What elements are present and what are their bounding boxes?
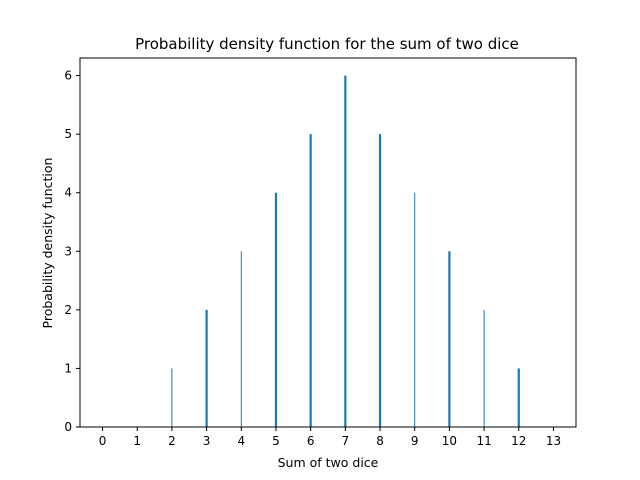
x-axis-ticks: 0 1 2 3 4 5 6 7 8 9 10 11 12 13 <box>99 427 561 448</box>
x-tick-label: 11 <box>476 434 491 448</box>
x-axis-label: Sum of two dice <box>278 455 379 470</box>
bars-group <box>171 75 520 427</box>
plot-frame <box>79 57 577 428</box>
bar-sum-7 <box>344 75 347 427</box>
x-tick-label: 10 <box>442 434 457 448</box>
y-tick-label: 3 <box>64 244 72 258</box>
y-tick-label: 2 <box>64 303 72 317</box>
bar-sum-8 <box>378 134 382 427</box>
bar-sum-5 <box>274 192 278 427</box>
x-tick-label: 0 <box>99 434 107 448</box>
x-tick-label: 13 <box>546 434 561 448</box>
y-tick-label: 6 <box>64 69 72 83</box>
x-tick-label: 5 <box>272 434 280 448</box>
x-tick-label: 1 <box>133 434 141 448</box>
x-tick-label: 6 <box>307 434 315 448</box>
chart-title: Probability density function for the sum… <box>135 35 519 53</box>
x-tick-label: 4 <box>237 434 245 448</box>
y-tick-label: 1 <box>64 361 72 375</box>
bar-sum-2 <box>171 368 173 427</box>
x-tick-label: 9 <box>411 434 419 448</box>
y-axis-label: Probability density function <box>40 158 55 329</box>
y-tick-label: 5 <box>64 127 72 141</box>
bar-sum-4 <box>240 251 242 427</box>
bar-sum-3 <box>205 309 208 427</box>
y-tick-label: 0 <box>64 420 72 434</box>
x-tick-label: 12 <box>511 434 526 448</box>
bar-sum-12 <box>517 368 520 427</box>
y-axis-ticks: 0 1 2 3 4 5 6 <box>64 69 80 434</box>
bar-sum-6 <box>309 134 312 427</box>
x-tick-label: 2 <box>168 434 176 448</box>
bar-sum-11 <box>483 309 485 427</box>
x-tick-label: 7 <box>342 434 350 448</box>
bar-sum-9 <box>414 192 416 427</box>
x-tick-label: 3 <box>203 434 211 448</box>
x-tick-label: 8 <box>376 434 384 448</box>
bar-sum-10 <box>448 251 451 427</box>
y-tick-label: 4 <box>64 186 72 200</box>
